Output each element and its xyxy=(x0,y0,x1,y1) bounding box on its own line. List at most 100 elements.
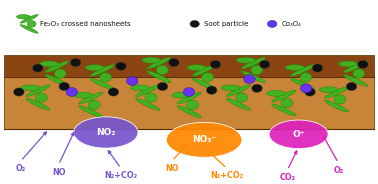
Ellipse shape xyxy=(33,64,43,72)
Ellipse shape xyxy=(79,106,103,118)
Text: NO: NO xyxy=(52,168,65,176)
Ellipse shape xyxy=(172,92,191,98)
Ellipse shape xyxy=(285,65,304,70)
Ellipse shape xyxy=(244,75,255,84)
Ellipse shape xyxy=(281,98,293,108)
Ellipse shape xyxy=(20,25,38,33)
Ellipse shape xyxy=(136,98,160,110)
Ellipse shape xyxy=(305,88,315,96)
Ellipse shape xyxy=(116,62,126,70)
Ellipse shape xyxy=(344,75,368,86)
Ellipse shape xyxy=(45,75,69,86)
Ellipse shape xyxy=(79,92,103,104)
Ellipse shape xyxy=(130,85,149,91)
Ellipse shape xyxy=(142,57,161,63)
Ellipse shape xyxy=(206,86,217,94)
Text: Fe₂O₃ crossed nanosheets: Fe₂O₃ crossed nanosheets xyxy=(40,21,130,27)
Ellipse shape xyxy=(192,65,217,76)
Ellipse shape xyxy=(177,106,201,118)
Ellipse shape xyxy=(210,60,221,68)
Ellipse shape xyxy=(312,64,323,72)
Ellipse shape xyxy=(252,84,262,92)
Ellipse shape xyxy=(145,93,157,102)
Ellipse shape xyxy=(74,92,93,98)
Text: O⁺: O⁺ xyxy=(293,130,305,139)
Ellipse shape xyxy=(17,15,30,19)
Ellipse shape xyxy=(344,61,368,73)
Text: NO₂: NO₂ xyxy=(96,128,116,137)
Ellipse shape xyxy=(300,73,312,82)
Ellipse shape xyxy=(301,84,312,93)
Ellipse shape xyxy=(26,85,50,97)
Ellipse shape xyxy=(54,69,66,78)
Ellipse shape xyxy=(169,59,179,67)
Ellipse shape xyxy=(267,20,277,27)
Ellipse shape xyxy=(36,93,47,102)
Ellipse shape xyxy=(85,65,104,70)
Ellipse shape xyxy=(319,87,338,93)
Ellipse shape xyxy=(242,71,266,83)
Ellipse shape xyxy=(27,21,36,27)
Ellipse shape xyxy=(177,92,201,104)
Ellipse shape xyxy=(272,104,296,116)
Text: O₂: O₂ xyxy=(333,166,344,175)
Ellipse shape xyxy=(183,88,195,96)
Ellipse shape xyxy=(251,65,263,75)
Ellipse shape xyxy=(156,65,168,75)
Polygon shape xyxy=(4,77,374,129)
Ellipse shape xyxy=(26,98,50,110)
Ellipse shape xyxy=(353,69,365,78)
Ellipse shape xyxy=(226,98,251,110)
Ellipse shape xyxy=(108,88,119,96)
Ellipse shape xyxy=(100,73,112,82)
Ellipse shape xyxy=(269,120,328,149)
Ellipse shape xyxy=(127,77,138,85)
Ellipse shape xyxy=(20,15,38,23)
Ellipse shape xyxy=(14,88,24,96)
Text: Co₃O₄: Co₃O₄ xyxy=(282,21,302,27)
Ellipse shape xyxy=(192,78,217,90)
Ellipse shape xyxy=(291,78,315,90)
Text: NO₃⁻: NO₃⁻ xyxy=(192,135,216,144)
Text: NO: NO xyxy=(165,164,179,173)
Text: N₂+CO₂: N₂+CO₂ xyxy=(104,171,138,180)
Text: N₂+CO₂: N₂+CO₂ xyxy=(210,171,243,180)
Polygon shape xyxy=(4,55,374,77)
Text: O₂: O₂ xyxy=(15,164,26,173)
Ellipse shape xyxy=(202,73,214,82)
Ellipse shape xyxy=(157,82,168,91)
Ellipse shape xyxy=(346,82,357,91)
Ellipse shape xyxy=(272,90,296,102)
Ellipse shape xyxy=(259,60,270,68)
Ellipse shape xyxy=(334,95,346,104)
Ellipse shape xyxy=(325,100,349,112)
Ellipse shape xyxy=(226,85,251,97)
Ellipse shape xyxy=(136,85,160,97)
Ellipse shape xyxy=(242,57,266,69)
Ellipse shape xyxy=(187,65,206,70)
Ellipse shape xyxy=(147,71,171,83)
Ellipse shape xyxy=(236,93,248,102)
Ellipse shape xyxy=(90,78,115,90)
Ellipse shape xyxy=(90,65,115,76)
Ellipse shape xyxy=(358,60,368,68)
Ellipse shape xyxy=(236,57,255,63)
Ellipse shape xyxy=(59,82,70,91)
Ellipse shape xyxy=(325,87,349,98)
Ellipse shape xyxy=(147,57,171,69)
Ellipse shape xyxy=(40,61,59,67)
Ellipse shape xyxy=(74,117,138,148)
Ellipse shape xyxy=(66,88,77,96)
Ellipse shape xyxy=(88,100,100,109)
Ellipse shape xyxy=(187,100,198,109)
Ellipse shape xyxy=(221,85,240,91)
Ellipse shape xyxy=(266,91,285,96)
Ellipse shape xyxy=(45,61,69,73)
Text: CO₂: CO₂ xyxy=(279,173,295,182)
Ellipse shape xyxy=(70,59,81,67)
Ellipse shape xyxy=(21,85,40,91)
Ellipse shape xyxy=(338,61,357,67)
Ellipse shape xyxy=(190,20,200,27)
Text: Soot particle: Soot particle xyxy=(204,21,248,27)
Ellipse shape xyxy=(166,122,242,157)
